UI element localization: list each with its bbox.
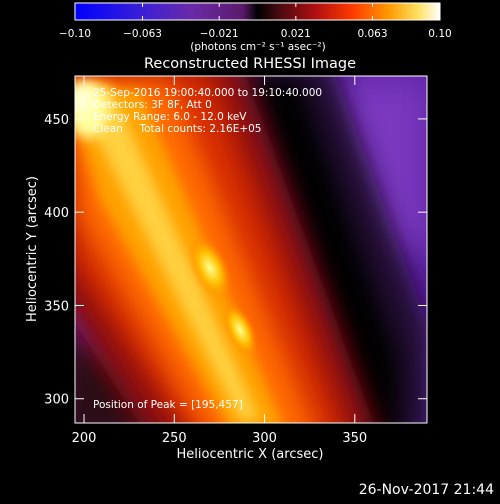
x-tick-label: 350: [342, 431, 367, 446]
y-tick-label: 400: [44, 206, 69, 221]
y-tick-label: 350: [44, 299, 69, 314]
x-tick-label: 250: [162, 431, 187, 446]
info-line-3: Energy Range: 6.0 - 12.0 keV: [93, 111, 247, 123]
colorbar-tick-label: 0.063: [357, 28, 387, 40]
info-line-4: Clean Total counts: 2.16E+05: [93, 123, 262, 135]
colorbar-tick-label: −0.063: [123, 28, 162, 40]
y-tick-label: 450: [44, 113, 69, 128]
peak-position-label: Position of Peak = [195,457]: [93, 399, 243, 411]
info-overlay: 25-Sep-2016 19:00:40.000 to 19:10:40.000…: [93, 87, 322, 135]
image-title: Reconstructed RHESSI Image: [144, 56, 356, 72]
colorbar-gradient: [74, 2, 441, 21]
colorbar-units-label: (photons cm⁻² s⁻¹ asec⁻²): [190, 41, 325, 53]
y-axis-label: Heliocentric Y (arcsec): [25, 176, 40, 322]
colorbar-tick-label: −0.10: [59, 28, 91, 40]
colorbar-tick-label: −0.021: [200, 28, 239, 40]
x-tick-label: 300: [252, 431, 277, 446]
y-axis-ticks: 300 350 400 450: [44, 113, 427, 408]
colorbar-ticks: −0.10 −0.063 −0.021 0.021 0.063 0.10: [59, 3, 452, 40]
info-line-2: Detectors: 3F 8F, Att 0: [93, 99, 212, 111]
x-tick-label: 200: [72, 431, 97, 446]
y-tick-label: 300: [44, 393, 69, 408]
colorbar-tick-label: 0.10: [428, 28, 451, 40]
footer-timestamp: 26-Nov-2017 21:44: [359, 482, 494, 498]
info-line-1: 25-Sep-2016 19:00:40.000 to 19:10:40.000: [93, 87, 322, 99]
colorbar-tick-label: 0.021: [281, 28, 311, 40]
plot-frame: [74, 75, 428, 424]
x-axis-label: Heliocentric X (arcsec): [177, 447, 324, 462]
colorbar: −0.10 −0.063 −0.021 0.021 0.063 0.10 (photons…: [59, 2, 452, 53]
solar-image: [75, 76, 427, 423]
x-axis-ticks: 200 250 300 350: [72, 76, 367, 446]
